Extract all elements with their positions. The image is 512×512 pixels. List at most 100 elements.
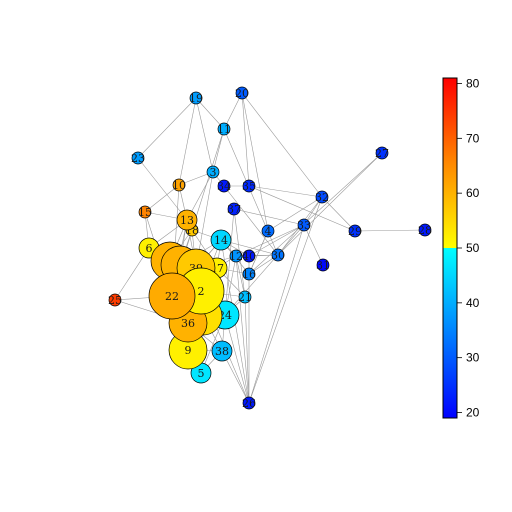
node-label-33: 33 <box>297 219 311 232</box>
node-label-3: 3 <box>210 166 217 179</box>
node-circle-30 <box>271 248 285 262</box>
node-23: 23 <box>131 151 145 165</box>
node-circle-3 <box>206 165 220 179</box>
node-label-15: 15 <box>138 206 152 219</box>
node-11: 11 <box>217 122 231 136</box>
colorbar-tick-label-80: 80 <box>466 76 480 90</box>
node-21: 21 <box>238 290 252 304</box>
node-label-38: 38 <box>215 345 229 358</box>
node-circle-21 <box>238 290 252 304</box>
node-label-34: 34 <box>217 180 231 193</box>
node-label-10: 10 <box>172 179 186 192</box>
node-circle-10 <box>172 178 186 192</box>
node-label-37: 37 <box>227 203 241 216</box>
edge-33-40 <box>248 224 305 257</box>
node-28: 28 <box>418 223 432 237</box>
edge-12-26 <box>235 255 250 404</box>
node-35: 35 <box>242 179 256 193</box>
node-circle-33 <box>297 218 311 232</box>
edge-16-27 <box>248 152 383 275</box>
edge-24-33 <box>224 224 305 316</box>
colorbar-tick-label-60: 60 <box>466 186 480 200</box>
node-label-5: 5 <box>198 367 205 380</box>
edge-24-37 <box>224 208 235 316</box>
colorbar: 20 30 40 50 60 70 80 <box>442 76 480 420</box>
edge-19-3 <box>195 97 214 173</box>
node-label-20: 20 <box>235 87 249 100</box>
node-20: 20 <box>235 86 249 100</box>
edge-19-11 <box>195 97 225 130</box>
node-label-32: 32 <box>315 191 329 204</box>
node-30: 30 <box>271 248 285 262</box>
colorbar-tick-label-20: 20 <box>466 406 480 420</box>
node-19: 19 <box>189 91 203 105</box>
edge-32-26 <box>248 196 323 404</box>
node-label-25: 25 <box>108 294 122 307</box>
node-circle-19 <box>189 91 203 105</box>
node-circle-12 <box>229 249 243 263</box>
edge-11-3 <box>212 128 225 173</box>
node-label-9: 9 <box>185 344 192 357</box>
edge-4-16 <box>248 230 269 275</box>
node-13: 13 <box>176 209 198 231</box>
colorbar-high-segment <box>443 78 457 248</box>
node-label-4: 4 <box>265 225 272 238</box>
node-label-31: 31 <box>316 259 330 272</box>
node-label-12: 12 <box>229 250 243 263</box>
node-27: 27 <box>375 146 389 160</box>
node-label-21: 21 <box>238 291 252 304</box>
edge-33-26 <box>248 224 305 404</box>
node-label-14: 14 <box>214 234 228 247</box>
node-circle-27 <box>375 146 389 160</box>
node-circle-23 <box>131 151 145 165</box>
node-16: 16 <box>242 267 256 281</box>
node-circle-22 <box>148 272 196 320</box>
node-label-40: 40 <box>242 250 256 263</box>
node-40: 40 <box>242 249 256 263</box>
node-31: 31 <box>316 258 330 272</box>
node-label-13: 13 <box>180 214 194 227</box>
colorbar-low-segment <box>443 248 457 418</box>
colorbar-tick-label-40: 40 <box>466 296 480 310</box>
colorbar-ticks: 20 30 40 50 60 70 80 <box>457 76 480 420</box>
node-33: 33 <box>297 218 311 232</box>
node-34: 34 <box>217 179 231 193</box>
edge-30-27 <box>277 152 383 256</box>
node-label-2: 2 <box>198 285 205 298</box>
edge-29-35 <box>248 185 356 232</box>
node-circle-14 <box>210 229 232 251</box>
node-22: 22 <box>148 272 196 320</box>
edge-13-23 <box>137 157 188 221</box>
edge-12-21 <box>235 255 246 298</box>
node-circle-15 <box>138 205 152 219</box>
node-circle-16 <box>242 267 256 281</box>
node-label-27: 27 <box>375 147 389 160</box>
edge-32-20 <box>241 92 323 198</box>
node-label-30: 30 <box>271 249 285 262</box>
node-circle-11 <box>217 122 231 136</box>
edge-10-15 <box>144 184 180 213</box>
node-32: 32 <box>315 190 329 204</box>
node-circle-25 <box>108 293 122 307</box>
node-circle-38 <box>211 340 233 362</box>
node-label-36: 36 <box>181 317 195 330</box>
node-4: 4 <box>261 224 275 238</box>
node-circle-37 <box>227 202 241 216</box>
node-label-19: 19 <box>189 92 203 105</box>
edge-23-19 <box>137 97 197 159</box>
node-14: 14 <box>210 229 232 251</box>
edge-32-35 <box>248 185 323 198</box>
edge-24-26 <box>224 314 250 404</box>
node-29: 29 <box>348 224 362 238</box>
edge-20-4 <box>241 92 269 232</box>
node-3: 3 <box>206 165 220 179</box>
node-26: 26 <box>242 396 256 410</box>
colorbar-tick-label-50: 50 <box>466 241 480 255</box>
edge-29-28 <box>354 229 426 232</box>
edge-32-4 <box>267 196 323 232</box>
node-label-26: 26 <box>242 397 256 410</box>
edge-10-19 <box>178 97 197 186</box>
node-15: 15 <box>138 205 152 219</box>
